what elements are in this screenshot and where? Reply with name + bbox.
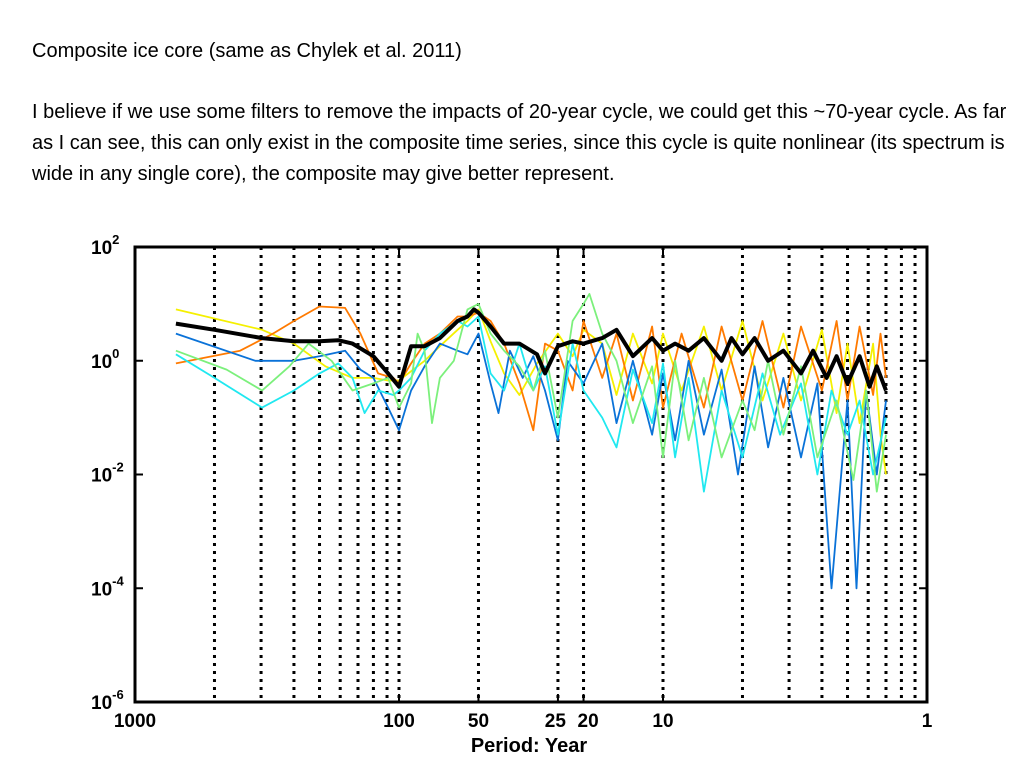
spectrum-series-line xyxy=(175,332,887,590)
x-tick-label: 100 xyxy=(383,711,415,732)
x-tick-labels: 1000 100 50 25 20 10 1 xyxy=(114,711,933,732)
x-tick-label: 20 xyxy=(578,711,599,732)
spectrum-series-line xyxy=(175,293,887,493)
dotted-vertical-reference-lines xyxy=(212,247,917,702)
plot-frame xyxy=(133,245,929,704)
slide-body-text: I believe if we use some filters to remo… xyxy=(32,101,1007,185)
y-tick-label: 102 xyxy=(91,232,119,259)
spectrum-series-line xyxy=(175,307,888,392)
spectrum-series-line xyxy=(175,315,887,493)
slide-heading: Composite ice core (same as Chylek et al… xyxy=(32,40,462,62)
y-tick-labels: 102 100 10-2 10-4 10-6 xyxy=(91,232,124,714)
y-tick-label: 100 xyxy=(91,346,119,373)
x-tick-label: 50 xyxy=(468,711,489,732)
x-tick-label: 25 xyxy=(545,711,567,732)
y-tick-label: 10-4 xyxy=(91,573,124,600)
x-tick-label: 10 xyxy=(652,711,673,732)
axis-ticks xyxy=(134,246,928,703)
x-tick-label: 1 xyxy=(922,711,933,732)
y-tick-label: 10-2 xyxy=(91,460,124,487)
x-tick-label: 1000 xyxy=(114,711,156,732)
x-axis-title: Period: Year xyxy=(471,735,588,757)
spectrum-series-group xyxy=(175,293,888,590)
y-tick-label: 10-6 xyxy=(91,687,124,714)
